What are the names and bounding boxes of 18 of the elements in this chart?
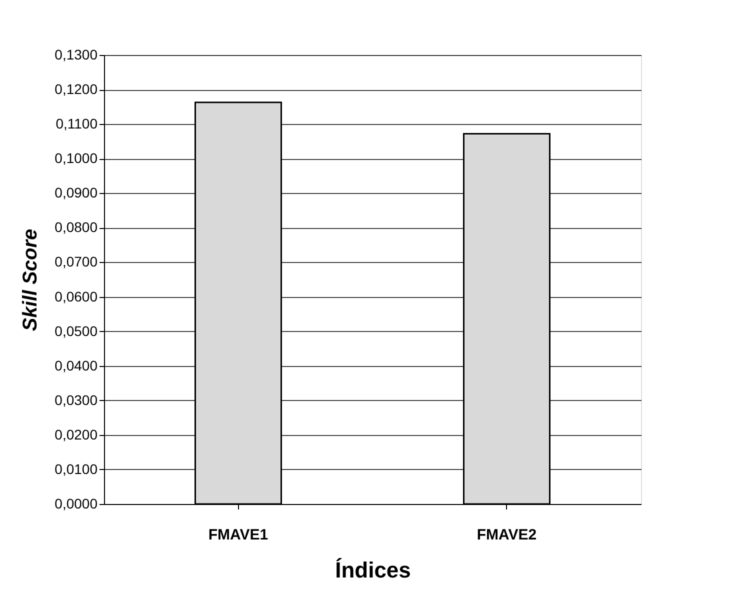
y-tick-label: 0,0900 [54, 184, 98, 201]
y-tick-label: 0,0400 [54, 357, 98, 374]
y-tick-label: 0,0200 [54, 426, 98, 442]
x-axis-title: Índices [335, 558, 411, 582]
y-tick-label: 0,0600 [54, 288, 98, 304]
y-tick-label: 0,1200 [54, 81, 98, 98]
y-tick-label: 0,1100 [56, 116, 98, 132]
y-tick-label: 0,0100 [54, 460, 98, 477]
x-tick-label: FMAVE1 [208, 526, 268, 544]
y-tick-label: 0,1300 [54, 46, 98, 62]
y-tick-label: 0,0300 [54, 392, 98, 408]
y-tick-label: 0,1000 [54, 150, 98, 166]
x-tick-label: FMAVE2 [476, 526, 537, 544]
y-tick-label: 0,0800 [54, 219, 98, 236]
y-tick-label: 0,0500 [54, 322, 98, 339]
y-axis-title: Skill Score [20, 228, 42, 332]
y-tick-label: 0,0000 [54, 496, 98, 512]
y-tick-label: 0,0700 [54, 254, 98, 270]
